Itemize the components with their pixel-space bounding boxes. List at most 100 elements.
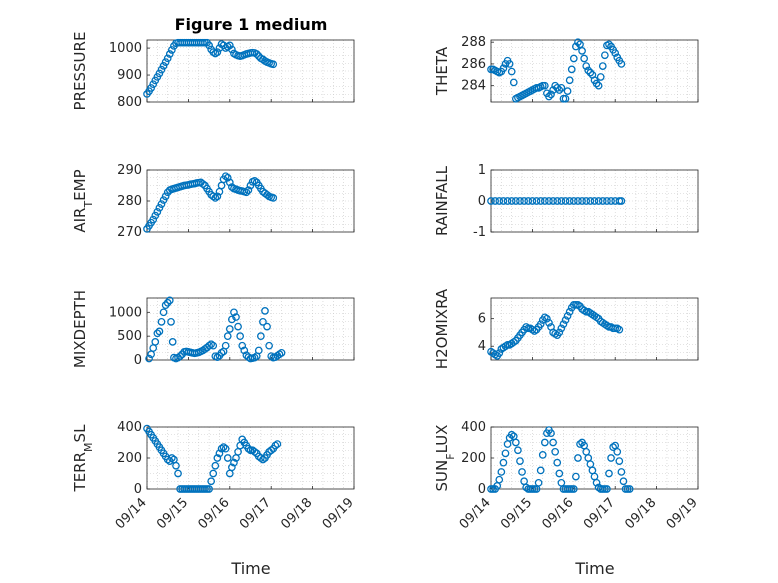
data-point <box>561 316 570 324</box>
data-point <box>244 186 253 194</box>
data-point <box>267 446 276 455</box>
data-point <box>545 92 553 101</box>
data-point <box>259 317 267 326</box>
data-point <box>524 197 533 205</box>
data-point <box>516 197 524 205</box>
data-point <box>244 444 253 453</box>
data-point <box>271 441 280 450</box>
data-point <box>499 197 508 205</box>
data-point <box>586 68 595 77</box>
data-point <box>555 469 564 478</box>
y-tick-label: -1 <box>473 225 486 240</box>
data-point <box>567 65 576 74</box>
data-point <box>574 454 582 462</box>
data-point <box>563 87 572 95</box>
data-point <box>603 197 611 205</box>
data-point <box>256 332 265 341</box>
data-point <box>228 45 236 54</box>
data-point <box>223 173 232 182</box>
data-point <box>615 325 624 334</box>
subplot-3: 270 280 290 AIRTEMP <box>71 163 355 240</box>
data-point <box>149 215 158 224</box>
data-point <box>619 477 628 486</box>
data-point <box>592 79 601 88</box>
data-point <box>157 65 166 74</box>
x-tick-label: 09/14 <box>113 495 150 532</box>
data-point <box>594 81 603 90</box>
data-point <box>545 197 553 205</box>
data-point <box>211 461 220 470</box>
x-tick-label: 09/14 <box>457 495 494 532</box>
data-point <box>565 76 574 85</box>
data-point <box>625 485 634 493</box>
subplot-2: 284 286 288 THETA <box>433 35 699 103</box>
data-point <box>145 354 153 363</box>
data-point <box>223 454 232 462</box>
axes-box <box>490 426 699 490</box>
data-point <box>151 338 160 346</box>
data-point <box>528 197 537 205</box>
y-tick-label: 0 <box>478 482 486 497</box>
data-point <box>538 451 547 459</box>
data-point <box>509 78 518 87</box>
x-tick-label: 09/17 <box>581 495 618 532</box>
data-point <box>221 444 230 453</box>
data-point <box>501 449 510 458</box>
data-point <box>572 472 580 481</box>
data-point <box>555 86 564 94</box>
data-point <box>261 307 269 315</box>
data-point <box>205 41 213 50</box>
data-point <box>605 40 613 49</box>
data-point <box>580 54 589 63</box>
data-point <box>487 197 495 205</box>
axes-box <box>490 297 699 361</box>
x-tick-label: 09/17 <box>237 495 274 532</box>
data-point <box>250 447 259 456</box>
data-point <box>553 197 562 205</box>
x-tick-label: 09/15 <box>154 495 191 532</box>
y-axis-label: SUNFLUX <box>433 425 457 492</box>
y-tick-label: 400 <box>117 420 142 435</box>
data-point <box>499 64 508 73</box>
data-point <box>254 346 263 355</box>
subplot-7: 09/14 09/15 09/16 09/17 09/18 09/19 0 200 400 TER… <box>71 420 357 532</box>
data-point <box>605 469 613 478</box>
data-point <box>205 485 213 493</box>
data-point <box>269 60 278 69</box>
data-point <box>576 440 584 448</box>
x-tick-label: 09/16 <box>196 495 233 532</box>
subplot-6: 4 6 H2OMIXRA <box>433 288 699 369</box>
data-point <box>155 69 164 78</box>
data-point <box>559 320 568 329</box>
data-point <box>213 454 222 462</box>
data-point <box>167 317 175 326</box>
y-axis-label: THETA <box>433 46 451 96</box>
data-point <box>540 81 549 90</box>
y-tick-label: 1000 <box>109 41 142 56</box>
data-point <box>153 329 162 338</box>
x-axis-label-right: Time <box>574 559 614 578</box>
data-point <box>598 62 607 70</box>
data-point <box>228 183 236 191</box>
subplot-1: 800 900 1000 PRESSURE <box>71 32 355 110</box>
data-point <box>215 449 224 458</box>
data-point <box>507 67 516 76</box>
data-point <box>495 475 504 484</box>
data-point <box>536 320 545 329</box>
data-point <box>207 477 216 486</box>
x-axis-label-left: Time <box>230 559 270 578</box>
y-tick-label: 500 <box>117 329 142 344</box>
data-point <box>217 444 226 453</box>
data-point <box>199 180 207 188</box>
data-point <box>503 197 512 205</box>
data-point <box>557 324 566 333</box>
data-point <box>246 181 255 190</box>
data-point <box>256 454 265 462</box>
data-point <box>534 478 543 487</box>
y-tick-label: 288 <box>461 35 486 50</box>
y-tick-label: 290 <box>117 163 142 178</box>
data-point <box>617 468 626 476</box>
data-point <box>540 438 549 447</box>
axes-box <box>146 426 355 490</box>
data-point <box>609 443 617 451</box>
